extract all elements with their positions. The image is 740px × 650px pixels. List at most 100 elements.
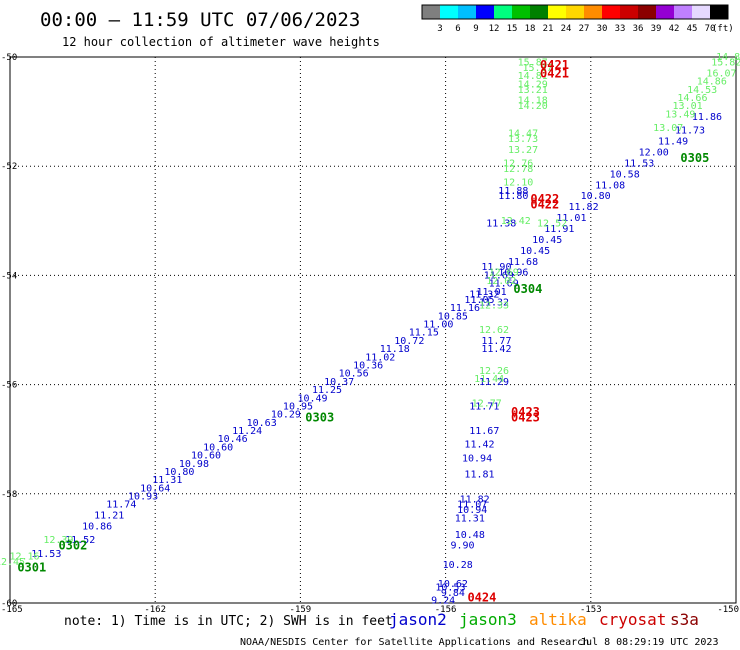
colorbar-swatch (692, 5, 711, 19)
data-point: 12.69 (489, 268, 519, 279)
data-point: 11.77 (481, 336, 511, 347)
legend-item: altika (529, 610, 587, 629)
data-point: 12.76 (503, 158, 533, 169)
data-point: 13.73 (508, 134, 538, 145)
data-point: 12.77 (472, 399, 502, 410)
data-point: 11.18 (380, 344, 410, 355)
chart-subtitle: 12 hour collection of altimeter wave hei… (62, 35, 380, 49)
data-point: 16.07 (706, 68, 736, 79)
colorbar-swatch (494, 5, 513, 19)
data-point: 11.01 (556, 213, 586, 224)
colorbar-label: 15 (507, 24, 518, 34)
data-point: 10.94 (457, 505, 487, 516)
colorbar-swatch (422, 5, 441, 19)
data-point: 11.53 (624, 158, 654, 169)
data-point: 10.53 (435, 583, 465, 594)
timestamp-text: Jul 8 08:29:19 UTC 2023 (580, 637, 718, 648)
data-point: 15.87 (518, 57, 548, 68)
y-tick-label: -52 (1, 162, 17, 172)
data-point: 11.69 (489, 279, 519, 290)
data-point: 12.33 (479, 300, 509, 311)
data-point: 11.05 (464, 295, 494, 306)
data-point: 15.37 (523, 63, 553, 74)
colorbar-label: 39 (651, 24, 662, 34)
data-point: 10.80 (581, 191, 611, 202)
data-point: 10.63 (247, 418, 277, 429)
data-point: 12.00 (639, 148, 669, 159)
legend-item: jason2 (389, 610, 447, 629)
data-point: 10.80 (164, 467, 194, 478)
colorbar-label: 42 (669, 24, 680, 34)
data-point: 11.73 (675, 126, 705, 137)
colorbar-label: 18 (525, 24, 536, 34)
colorbar-swatch (656, 5, 675, 19)
data-point: 11.80 (498, 191, 528, 202)
data-point: 13.49 (665, 109, 695, 120)
colorbar-label: 27 (579, 24, 590, 34)
data-point: 11.32 (469, 290, 499, 301)
data-point: 12.45 (0, 557, 25, 568)
y-tick-label: -50 (1, 53, 17, 63)
data-point: 10.62 (438, 579, 468, 590)
time-label: 0301 (17, 561, 46, 575)
data-point: 11.32 (479, 298, 509, 309)
time-label: 0422 (530, 192, 559, 206)
data-point: 11.25 (312, 385, 342, 396)
data-point: 14.86 (697, 77, 727, 88)
colorbar-swatch (548, 5, 567, 19)
data-point: 10.98 (179, 459, 209, 470)
data-point: 11.02 (365, 352, 395, 363)
data-point: 11.69 (484, 270, 514, 281)
data-point: 12.02 (486, 276, 516, 287)
data-point: 10.72 (394, 336, 424, 347)
data-point: 11.31 (455, 513, 485, 524)
time-label: 0423 (511, 410, 540, 424)
data-point: 10.36 (353, 360, 383, 371)
data-point: 13.01 (673, 101, 703, 112)
plot-frame (9, 56, 737, 604)
data-point: 10.49 (297, 393, 327, 404)
time-label: 0304 (513, 282, 542, 296)
x-tick-label: -162 (144, 605, 166, 615)
colorbar-label: 33 (615, 24, 626, 34)
colorbar-swatch (674, 5, 693, 19)
colorbar-swatch (620, 5, 639, 19)
colorbar-swatch (584, 5, 603, 19)
data-point: 10.64 (140, 483, 170, 494)
data-point: 9.84 (441, 588, 465, 599)
colorbar-swatch (476, 5, 495, 19)
data-point: 12.78 (503, 164, 533, 175)
data-point: 11.81 (464, 470, 494, 481)
color-scale-bar: 3 6 9 12 15 18 21 24 27 30 33 36 39 42 45 70 (421, 4, 729, 34)
time-label: 0421 (540, 66, 569, 80)
data-point: 11.01 (477, 287, 507, 298)
data-point: 11.38 (486, 219, 516, 230)
data-point: 11.29 (479, 377, 509, 388)
colorbar-label: 21 (543, 24, 554, 34)
colorbar-swatch (440, 5, 459, 19)
colorbar-label: 9 (473, 24, 478, 34)
data-point: 15.82 (711, 57, 740, 68)
data-point: 10.60 (191, 451, 221, 462)
data-point: 12.10 (503, 178, 533, 189)
colorbar-swatch (602, 5, 621, 19)
colorbar-label: 36 (633, 24, 644, 34)
data-point: 14.81 (518, 71, 548, 82)
time-label: 0421 (540, 58, 569, 72)
data-point: 9.90 (450, 541, 474, 552)
data-point: 12.52 (537, 219, 567, 230)
data-point: 12.16 (9, 552, 39, 563)
data-point: 11.86 (692, 112, 722, 123)
colorbar-swatch (710, 5, 729, 19)
footnote: note: 1) Time is in UTC; 2) SWH is in fe… (64, 614, 393, 629)
data-point: 11.15 (409, 328, 439, 339)
colorbar-label: 3 (437, 24, 442, 34)
data-point: 11.31 (152, 475, 182, 486)
data-point: 9.24 (431, 595, 455, 606)
x-tick-label: -156 (435, 605, 457, 615)
time-label: 0423 (511, 405, 540, 419)
data-point: 14.20 (518, 101, 548, 112)
time-label: 0424 (467, 591, 496, 605)
